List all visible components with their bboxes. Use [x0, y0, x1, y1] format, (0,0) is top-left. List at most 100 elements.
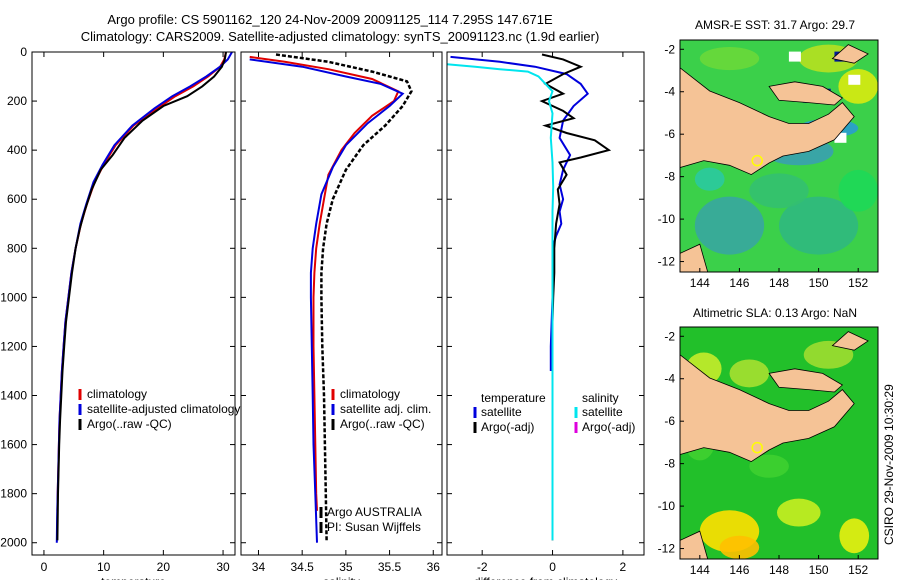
map-1-patch-4 — [719, 535, 760, 559]
map-1-xtick-label-1: 146 — [729, 563, 749, 577]
map-0-xtick-label-4: 152 — [848, 276, 868, 290]
difference-panel-series-0 — [450, 55, 590, 371]
map-0-patch-1 — [838, 69, 878, 104]
map-1-ytick-label-1: -4 — [664, 372, 675, 386]
map-0-ytick-label-1: -4 — [664, 85, 675, 99]
depth-tick-label-5: 1000 — [0, 290, 27, 304]
map-1-float-marker — [751, 441, 763, 454]
depth-tick-label-6: 1200 — [0, 339, 27, 353]
difference-panel-axes-box — [446, 51, 645, 556]
temperature-panel-series-1 — [55, 51, 233, 543]
salinity-panel-xtick-label-2: 35 — [339, 560, 353, 574]
difference-panel-xlabel: difference from climatology — [474, 575, 617, 580]
depth-tick-label-7: 1400 — [0, 389, 27, 403]
map-0-patch-9 — [838, 169, 878, 212]
map-0-land-newguinea — [680, 67, 855, 176]
map-0-patch-6 — [779, 196, 859, 255]
map-0-ytick-label-2: -6 — [664, 127, 675, 141]
map-0-xtick-label-2: 148 — [769, 276, 789, 290]
map-0-patch-8 — [694, 167, 725, 191]
temperature-panel-legend-label-1: satellite-adjusted climatology — [87, 402, 240, 416]
map-1-land-newireland — [831, 331, 869, 351]
difference-panel-legend-left-label-1: Argo(-adj) — [481, 420, 534, 434]
map-0-land-capeyork — [680, 243, 709, 272]
difference-panel-series-2 — [446, 63, 555, 541]
map-1-field — [680, 327, 878, 559]
map-1-patch-6 — [839, 518, 870, 554]
map-1-xtick-label-3: 150 — [809, 563, 829, 577]
temperature-panel-xtick-label-1: 10 — [97, 560, 111, 574]
map-0-field — [680, 40, 878, 272]
map-1-patch-2 — [803, 340, 854, 369]
salinity-panel-xtick-label-4: 36 — [427, 560, 441, 574]
timestamp-stamp: CSIRO 29-Nov-2009 10:30:29 — [882, 384, 896, 545]
map-sla-title: Altimetric SLA: 0.13 Argo: NaN — [693, 306, 857, 320]
map-sst: 144 146 148 150 152 -2 -4 -6 -8 -10 -12 — [658, 39, 879, 290]
depth-tick-label-0: 0 — [20, 45, 27, 59]
map-0-patch-7 — [749, 173, 809, 209]
map-1-ytick-label-3: -8 — [664, 457, 675, 471]
difference-panel-legend-title-right: salinity — [582, 391, 619, 405]
salinity-panel-xlabel: salinity — [323, 575, 360, 580]
difference-panel-legend-right-label-1: Argo(-adj) — [582, 420, 635, 434]
map-1-land-newguinea — [680, 354, 855, 463]
map-0-patch-5 — [694, 196, 765, 255]
temperature-panel: 0 10 20 30 temperature 0 200 400 600 800 1000 1200 1… — [0, 45, 240, 585]
temperature-panel-legend-label-2: Argo(..raw -QC) — [87, 417, 172, 431]
difference-panel-xtick-label-1: 0 — [549, 560, 556, 574]
difference-panel-legend-left-label-0: satellite — [481, 405, 522, 419]
salinity-panel-series-2 — [275, 53, 413, 541]
map-0-patch-2 — [699, 46, 760, 71]
map-1-xtick-label-4: 152 — [848, 563, 868, 577]
temperature-panel-xtick-label-3: 30 — [216, 560, 230, 574]
temperature-panel-axes-box — [31, 51, 236, 556]
difference-panel: -2 0 2difference from climatology temperatu… — [446, 51, 645, 585]
map-1-land-newbritain — [768, 368, 844, 393]
salinity-panel-legend-label-0: climatology — [340, 387, 400, 401]
depth-tick-label-2: 400 — [7, 143, 27, 157]
salinity-panel-legend-label-1: satellite adj. clim. — [340, 402, 431, 416]
difference-panel-legend-title-left: temperature — [481, 391, 546, 405]
depth-tick-label-10: 2000 — [0, 536, 27, 550]
difference-panel-xtick-label-0: -2 — [477, 560, 488, 574]
depth-tick-label-8: 1600 — [0, 438, 27, 452]
map-0-xtick-label-1: 146 — [729, 276, 749, 290]
salinity-panel-legend-label-2: Argo(..raw -QC) — [340, 417, 425, 431]
map-1-patch-7 — [749, 454, 789, 478]
difference-panel-xtick-label-2: 2 — [620, 560, 627, 574]
temperature-panel-xtick-label-0: 0 — [41, 560, 48, 574]
map-0-xtick-label-0: 144 — [690, 276, 710, 290]
salinity-panel-annotation-1: PI: Susan Wijffels — [327, 520, 421, 534]
depth-tick-label-1: 200 — [7, 94, 27, 108]
figure-title-line2: Climatology: CARS2009. Satellite-adjuste… — [81, 29, 600, 44]
map-1-land-capeyork — [680, 530, 709, 559]
map-1-ytick-label-2: -6 — [664, 414, 675, 428]
map-0-nodata-5 — [788, 51, 801, 62]
map-0-ytick-label-5: -12 — [658, 255, 676, 269]
depth-tick-label-9: 1800 — [0, 487, 27, 501]
map-1-xtick-label-2: 148 — [769, 563, 789, 577]
salinity-panel-series-1 — [249, 58, 405, 543]
map-0-land-newbritain — [768, 81, 844, 106]
temperature-panel-series-2 — [56, 51, 227, 541]
map-0-float-marker — [751, 154, 763, 167]
map-sla: 144 146 148 150 152 -2 -4 -6 -8 -10 -12 — [658, 326, 879, 577]
temperature-panel-xtick-label-2: 20 — [157, 560, 171, 574]
map-0-ytick-label-4: -10 — [658, 212, 676, 226]
map-0-ytick-label-3: -8 — [664, 170, 675, 184]
map-1-xtick-label-0: 144 — [690, 563, 710, 577]
map-1-patch-1 — [729, 359, 770, 388]
map-sst-title: AMSR-E SST: 31.7 Argo: 29.7 — [695, 18, 855, 32]
map-0-xtick-label-3: 150 — [809, 276, 829, 290]
map-0-ytick-label-0: -2 — [664, 42, 675, 56]
map-0-nodata-4 — [848, 74, 861, 85]
map-1-ytick-label-5: -12 — [658, 542, 676, 556]
salinity-panel-xtick-label-0: 34 — [252, 560, 266, 574]
map-0-land-newireland — [831, 44, 869, 64]
depth-tick-label-3: 600 — [7, 192, 27, 206]
temperature-panel-xlabel: temperature — [101, 575, 166, 580]
depth-tick-label-4: 800 — [7, 241, 27, 255]
figure-title-line1: Argo profile: CS 5901162_120 24-Nov-2009… — [107, 12, 553, 27]
